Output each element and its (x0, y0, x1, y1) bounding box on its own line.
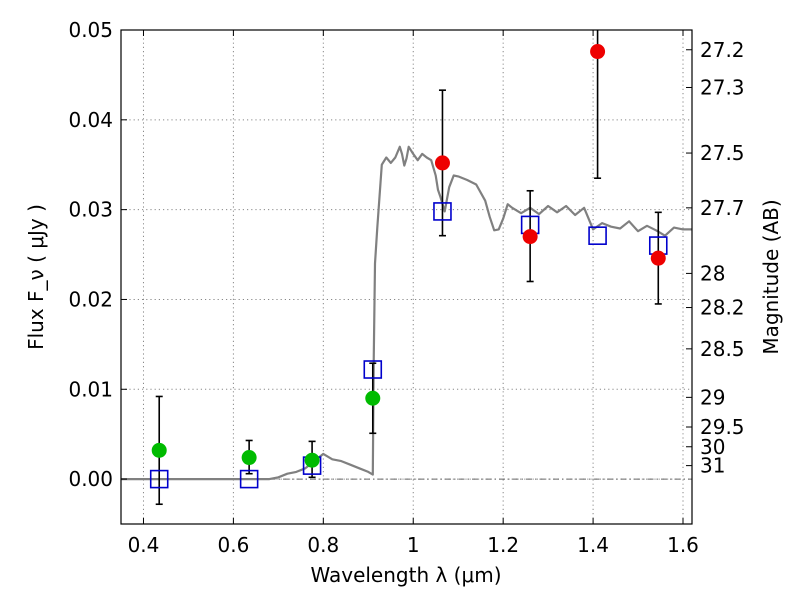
right-tick-label: 29 (700, 385, 725, 409)
right-tick-label: 27.5 (700, 141, 745, 165)
observed-data-point (241, 450, 257, 466)
observed-data-point (365, 390, 381, 406)
observed-data-point (434, 155, 450, 171)
observed-data-point (590, 44, 606, 60)
model-photometry-point (588, 226, 607, 245)
y-tick-label: 0.00 (68, 467, 113, 491)
model-photometry-point (149, 469, 169, 489)
model-photometry-point (363, 360, 383, 379)
model-spectrum-line (121, 145, 692, 481)
observed-data-point (522, 229, 538, 245)
right-tick-label: 29.5 (700, 415, 745, 439)
data-layer (121, 30, 692, 506)
model-photometry-point (433, 202, 452, 221)
x-tick-label: 0.8 (307, 533, 339, 557)
grid-lines (121, 29, 692, 524)
right-tick-label: 28.2 (700, 296, 745, 320)
y-tick-label: 0.05 (68, 18, 113, 42)
observed-data-point (304, 452, 320, 468)
observed-data-point (650, 250, 666, 266)
y-tick-label: 0.03 (68, 198, 113, 222)
ticks: 0.4 0.6 0.8 1 1.2 1.4 1.6 0.00 0.01 0.02 0.03 0.04 0… (68, 18, 744, 557)
y-axis-title: Flux F_ν ( μJy ) (24, 204, 48, 350)
observed-data-point (151, 442, 167, 458)
right-tick-label: 27.3 (700, 75, 745, 99)
right-tick-label: 28.5 (700, 337, 745, 361)
y-tick-label: 0.01 (68, 377, 113, 401)
x-tick-label: 1.2 (487, 533, 519, 557)
y-tick-label: 0.02 (68, 287, 113, 311)
model-photometry-point (239, 469, 259, 489)
plot-frame (120, 29, 693, 525)
right-tick-label: 28 (700, 261, 725, 285)
x-tick-label: 0.6 (217, 533, 249, 557)
right-axis-title: Magnitude (AB) (759, 199, 783, 354)
right-tick-label: 27.7 (700, 196, 745, 220)
right-tick-label: 30 (700, 435, 725, 459)
x-tick-label: 0.4 (128, 533, 160, 557)
x-tick-label: 1.4 (577, 533, 609, 557)
x-tick-label: 1.6 (667, 533, 699, 557)
right-tick-label: 31 (700, 454, 725, 478)
y-tick-label: 0.04 (68, 108, 113, 132)
x-axis-title: Wavelength λ (μm) (310, 563, 501, 587)
right-tick-label: 27.2 (700, 38, 745, 62)
x-tick-label: 1 (407, 533, 420, 557)
